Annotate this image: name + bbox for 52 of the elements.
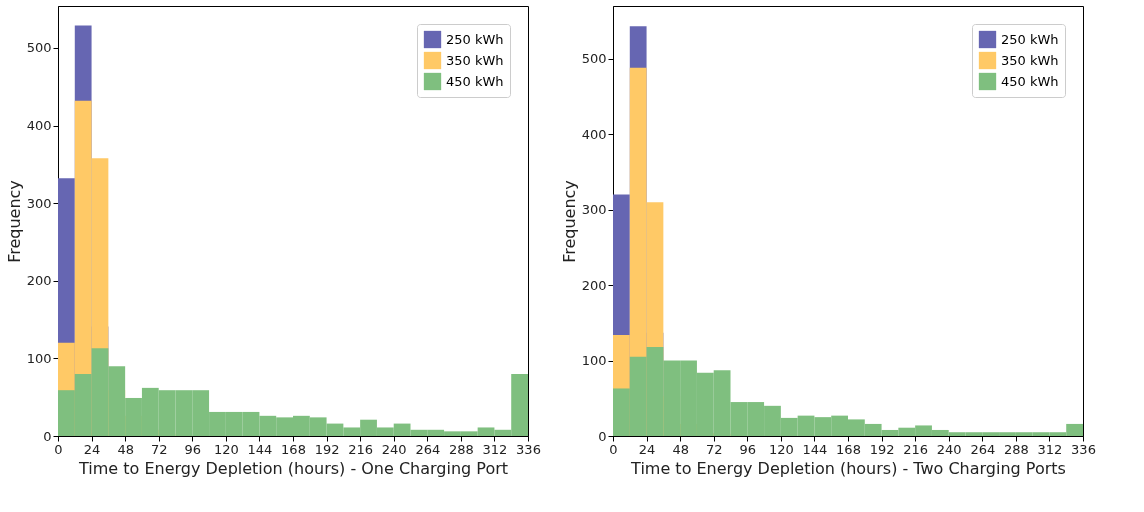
y-tick-label: 400 [26,118,52,134]
x-tick-label: 0 [54,441,63,457]
x-tick-label: 96 [739,441,757,457]
x-tick-label: 240 [936,441,962,457]
x-tick-label: 72 [150,441,168,457]
y-tick-label: 500 [581,51,607,67]
x-axis-title: Time to Energy Depletion (hours) - Two Charging Ports [630,458,1066,478]
y-tick-label: 300 [26,195,52,211]
y-tick-label: 100 [26,350,52,366]
x-tick-label: 264 [970,441,996,457]
legend-label: 250 kWh [446,31,504,47]
x-tick-label: 216 [903,441,929,457]
y-tick-label: 200 [26,273,52,289]
x-tick-label: 144 [247,441,273,457]
x-tick-label: 336 [1071,441,1096,457]
y-axis-title: Frequency [559,180,579,263]
x-tick-label: 72 [705,441,723,457]
y-tick-label: 400 [581,126,607,142]
legend-label: 450 kWh [1001,73,1059,89]
y-tick-label: 500 [26,40,52,56]
legend-label: 250 kWh [1001,31,1059,47]
x-tick-label: 192 [314,441,340,457]
x-tick-label: 0 [609,441,618,457]
x-tick-label: 264 [415,441,441,457]
y-tick-label: 300 [581,202,607,218]
x-tick-label: 120 [213,441,239,457]
x-tick-label: 48 [672,441,689,457]
x-tick-label: 168 [836,441,861,457]
x-tick-label: 288 [1003,441,1029,457]
x-tick-label: 48 [117,441,134,457]
x-tick-label: 216 [348,441,374,457]
x-tick-label: 240 [381,441,407,457]
legend-label: 350 kWh [1001,52,1059,68]
legend-label: 350 kWh [446,52,504,68]
y-tick-label: 200 [581,277,607,293]
x-tick-label: 24 [638,441,656,457]
x-axis-title: Time to Energy Depletion (hours) - One Charging Port [77,458,509,478]
legend-label: 450 kWh [446,73,504,89]
x-tick-label: 120 [768,441,794,457]
x-tick-label: 24 [83,441,101,457]
x-tick-label: 312 [1037,441,1063,457]
y-axis-title: Frequency [4,180,24,263]
x-tick-label: 312 [482,441,508,457]
x-tick-label: 144 [802,441,828,457]
x-tick-label: 168 [281,441,306,457]
y-tick-label: 100 [581,353,607,369]
x-tick-label: 336 [516,441,541,457]
x-tick-label: 96 [184,441,202,457]
y-tick-label: 0 [598,428,607,444]
x-tick-label: 192 [869,441,895,457]
y-tick-label: 0 [43,428,52,444]
x-tick-label: 288 [448,441,474,457]
